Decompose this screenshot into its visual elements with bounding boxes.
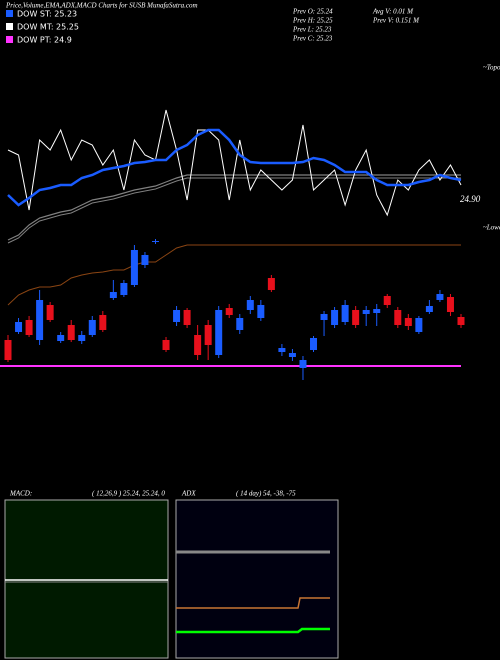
adx-label: ADX [181, 490, 196, 498]
overlay-line [7, 244, 461, 306]
candle-body [320, 314, 328, 320]
candle-body [173, 310, 181, 322]
candle-body [141, 255, 149, 265]
candle-body [109, 292, 117, 298]
candle-body [436, 294, 444, 300]
candle-body [331, 310, 339, 325]
candle-body [446, 297, 454, 312]
candle-body [373, 309, 381, 313]
candle-body [15, 322, 23, 332]
candle-body [415, 318, 423, 332]
candle-body [130, 250, 138, 285]
candle-body [215, 310, 223, 355]
candle-body [457, 317, 465, 325]
candle-body [288, 353, 296, 357]
info-text: Prev O: 25.24 [292, 8, 333, 16]
candle-body [36, 300, 44, 340]
adx-params: ( 14 day) 54, -38, -75 [236, 490, 296, 498]
info-text: Prev V: 0.151 M [372, 17, 420, 25]
candle-body [25, 320, 33, 335]
candle-body [46, 305, 54, 320]
candle-body [236, 318, 244, 330]
overlay-line [7, 128, 462, 207]
chart-title: Price,Volume,EMA,ADX,MACD Charts for SUS… [5, 2, 198, 10]
price-label: 24.90 [460, 194, 481, 204]
candle-body [204, 325, 212, 345]
macd-panel: MACD: ( 12,26,9 ) 25.24, 25.24, 0 [4, 490, 169, 659]
adx-panel: ADX ( 14 day) 54, -38, -75 [175, 490, 339, 659]
di-minus-line [176, 597, 330, 609]
overlay-line [7, 109, 462, 217]
macd-params: ( 12,26,9 ) 25.24, 25.24, 0 [92, 490, 165, 498]
legend-label: DOW MT: 25.25 [17, 23, 79, 32]
macd-label: MACD: [9, 490, 32, 498]
candle-body [88, 320, 96, 335]
candle-body [57, 335, 65, 341]
info-text: Avg V: 0.01 M [372, 8, 414, 16]
candle-body [246, 300, 254, 310]
candle-body [310, 338, 318, 350]
candle-body [225, 308, 233, 315]
info-text: Prev H: 25.25 [292, 17, 333, 25]
candle-body [383, 296, 391, 305]
legend-label: DOW ST: 25.23 [17, 10, 77, 19]
candle-body [299, 360, 307, 368]
ema-line-shadow [7, 177, 461, 244]
panel-frame [4, 499, 169, 659]
annotation: ~Lowe [483, 224, 500, 232]
info-text: Prev L: 25.23 [292, 26, 332, 34]
candle-body [4, 340, 12, 360]
candle-body [194, 335, 202, 355]
candle-body [341, 305, 349, 322]
di-plus-line [176, 627, 330, 634]
candle-body [278, 348, 286, 352]
info-text: Prev C: 25.23 [292, 35, 333, 43]
candle-body [120, 283, 128, 295]
candle-body [352, 310, 360, 325]
annotation: ~Topo [483, 64, 500, 72]
candle-body [257, 305, 265, 318]
candle-body [162, 340, 170, 350]
candle-body [67, 325, 75, 340]
panel-frame [175, 499, 339, 659]
candle-body [151, 241, 159, 242]
candle-body [425, 306, 433, 312]
overlay-line [7, 174, 461, 241]
candle-body [99, 315, 107, 330]
candle-body [362, 310, 370, 314]
candle-body [267, 278, 275, 290]
legend-label: DOW PT: 24.9 [17, 36, 72, 45]
candle-body [78, 335, 86, 341]
candle-body [183, 310, 191, 325]
legend-swatch [6, 10, 13, 17]
candle-body [394, 310, 402, 325]
candle-body [404, 318, 412, 326]
legend-swatch [6, 36, 13, 43]
legend-swatch [6, 23, 13, 30]
